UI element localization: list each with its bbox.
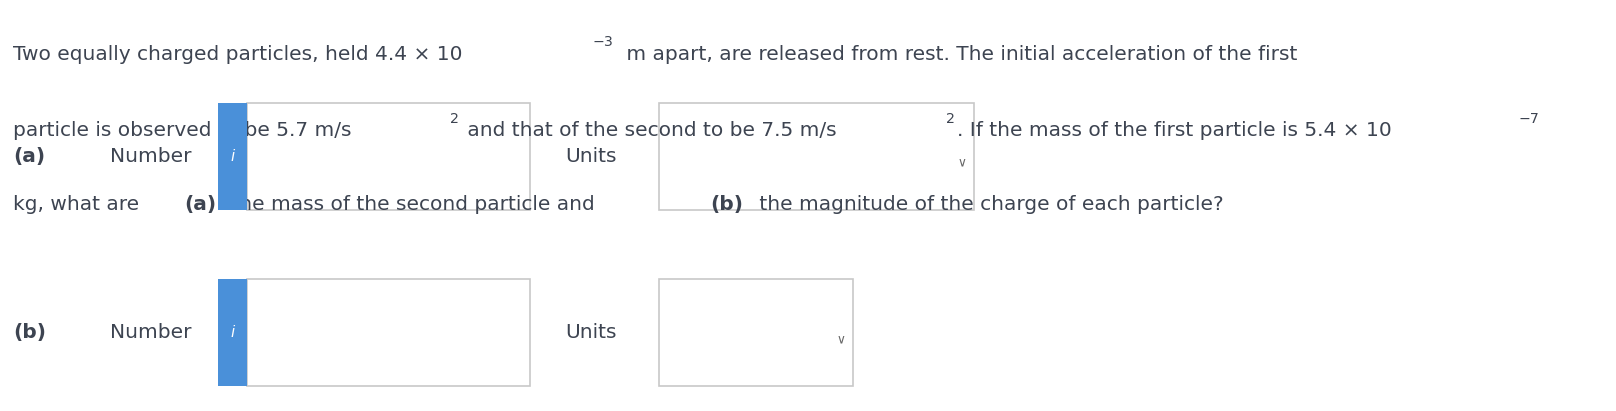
Text: (a): (a)	[13, 147, 45, 166]
Text: kg, what are: kg, what are	[13, 196, 145, 215]
Text: Two equally charged particles, held 4.4 × 10: Two equally charged particles, held 4.4 …	[13, 45, 462, 64]
Text: i: i	[231, 326, 234, 340]
FancyBboxPatch shape	[247, 279, 530, 386]
Text: −7: −7	[1519, 112, 1538, 126]
Text: particle is observed to be 5.7 m/s: particle is observed to be 5.7 m/s	[13, 122, 351, 141]
Text: Units: Units	[566, 323, 617, 342]
Text: the magnitude of the charge of each particle?: the magnitude of the charge of each part…	[753, 196, 1223, 215]
FancyBboxPatch shape	[659, 279, 853, 386]
FancyBboxPatch shape	[218, 103, 247, 210]
Text: (a): (a)	[184, 196, 217, 215]
Text: the mass of the second particle and: the mass of the second particle and	[225, 196, 601, 215]
Text: (b): (b)	[13, 323, 45, 342]
FancyBboxPatch shape	[218, 279, 247, 386]
Text: (b): (b)	[711, 196, 743, 215]
FancyBboxPatch shape	[659, 103, 974, 210]
Text: Units: Units	[566, 147, 617, 166]
Text: 2: 2	[449, 112, 459, 126]
FancyBboxPatch shape	[247, 103, 530, 210]
Text: and that of the second to be 7.5 m/s: and that of the second to be 7.5 m/s	[461, 122, 837, 141]
Text: −3: −3	[593, 35, 614, 49]
Text: Number: Number	[110, 323, 191, 342]
Text: ∧: ∧	[955, 154, 965, 167]
Text: i: i	[231, 149, 234, 164]
Text: 2: 2	[945, 112, 955, 126]
Text: m apart, are released from rest. The initial acceleration of the first: m apart, are released from rest. The ini…	[621, 45, 1298, 64]
Text: Number: Number	[110, 147, 191, 166]
Text: . If the mass of the first particle is 5.4 × 10: . If the mass of the first particle is 5…	[957, 122, 1391, 141]
Text: ∧: ∧	[834, 330, 844, 344]
